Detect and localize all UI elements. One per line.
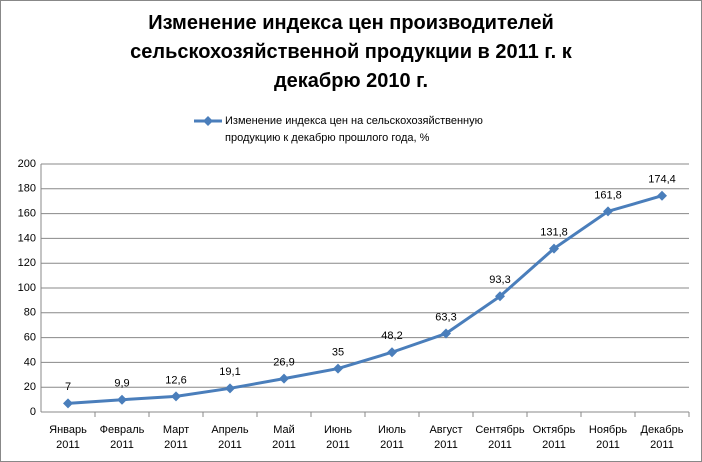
- y-tick-label: 40: [24, 356, 36, 368]
- data-label: 174,4: [648, 174, 676, 186]
- data-label: 7: [65, 381, 71, 393]
- data-label: 63,3: [435, 311, 456, 323]
- x-tick-label: Октябрь 2011: [533, 424, 576, 451]
- marker: [549, 243, 559, 254]
- marker: [117, 394, 127, 405]
- x-tick-label: Февраль 2011: [100, 424, 145, 451]
- x-tick-label: Ноябрь 2011: [589, 424, 627, 451]
- x-tick-label: Август 2011: [429, 424, 462, 451]
- x-tick-label: Декабрь 2011: [641, 424, 684, 451]
- x-tick-label: Январь 2011: [49, 424, 87, 451]
- marker: [387, 347, 397, 358]
- marker: [171, 391, 181, 402]
- y-tick-label: 20: [24, 381, 36, 393]
- data-label: 93,3: [489, 274, 510, 286]
- y-tick-label: 140: [18, 232, 36, 244]
- x-tick-label: Сентябрь 2011: [475, 424, 525, 451]
- data-label: 9,9: [114, 378, 129, 390]
- y-tick-label: 0: [30, 406, 36, 418]
- data-label: 26,9: [273, 357, 294, 369]
- data-label: 12,6: [165, 374, 186, 386]
- y-tick-label: 200: [18, 158, 36, 170]
- line: [67, 194, 663, 405]
- data-label: 35: [332, 347, 344, 359]
- y-tick-label: 120: [18, 257, 36, 269]
- data-label: 131,8: [540, 226, 568, 238]
- x-tick-label: Май 2011: [272, 424, 296, 451]
- x-tick-label: Июль 2011: [378, 424, 406, 451]
- y-tick-label: 60: [24, 332, 36, 344]
- y-tick-label: 80: [24, 307, 36, 319]
- x-tick-label: Июнь 2011: [324, 424, 352, 451]
- marker: [441, 328, 451, 339]
- marker: [495, 291, 505, 302]
- data-label: 48,2: [381, 330, 402, 342]
- y-tick-label: 160: [18, 208, 36, 220]
- x-tick-label: Апрель 2011: [211, 424, 249, 451]
- legend-label: Изменение индекса цен на сельскохозяйств…: [225, 115, 483, 144]
- legend-marker: [203, 116, 213, 126]
- data-label: 161,8: [594, 189, 622, 201]
- y-tick-label: 180: [18, 183, 36, 195]
- y-tick-label: 100: [18, 282, 36, 294]
- marker: [225, 383, 235, 394]
- marker: [603, 206, 613, 217]
- marker: [333, 363, 343, 374]
- marker: [279, 373, 289, 384]
- data-label: 19,1: [219, 366, 240, 378]
- x-tick-label: Март 2011: [163, 424, 189, 451]
- chart-title: Изменение индекса цен производителей сел…: [130, 12, 572, 92]
- marker: [657, 190, 667, 201]
- marker: [63, 398, 73, 409]
